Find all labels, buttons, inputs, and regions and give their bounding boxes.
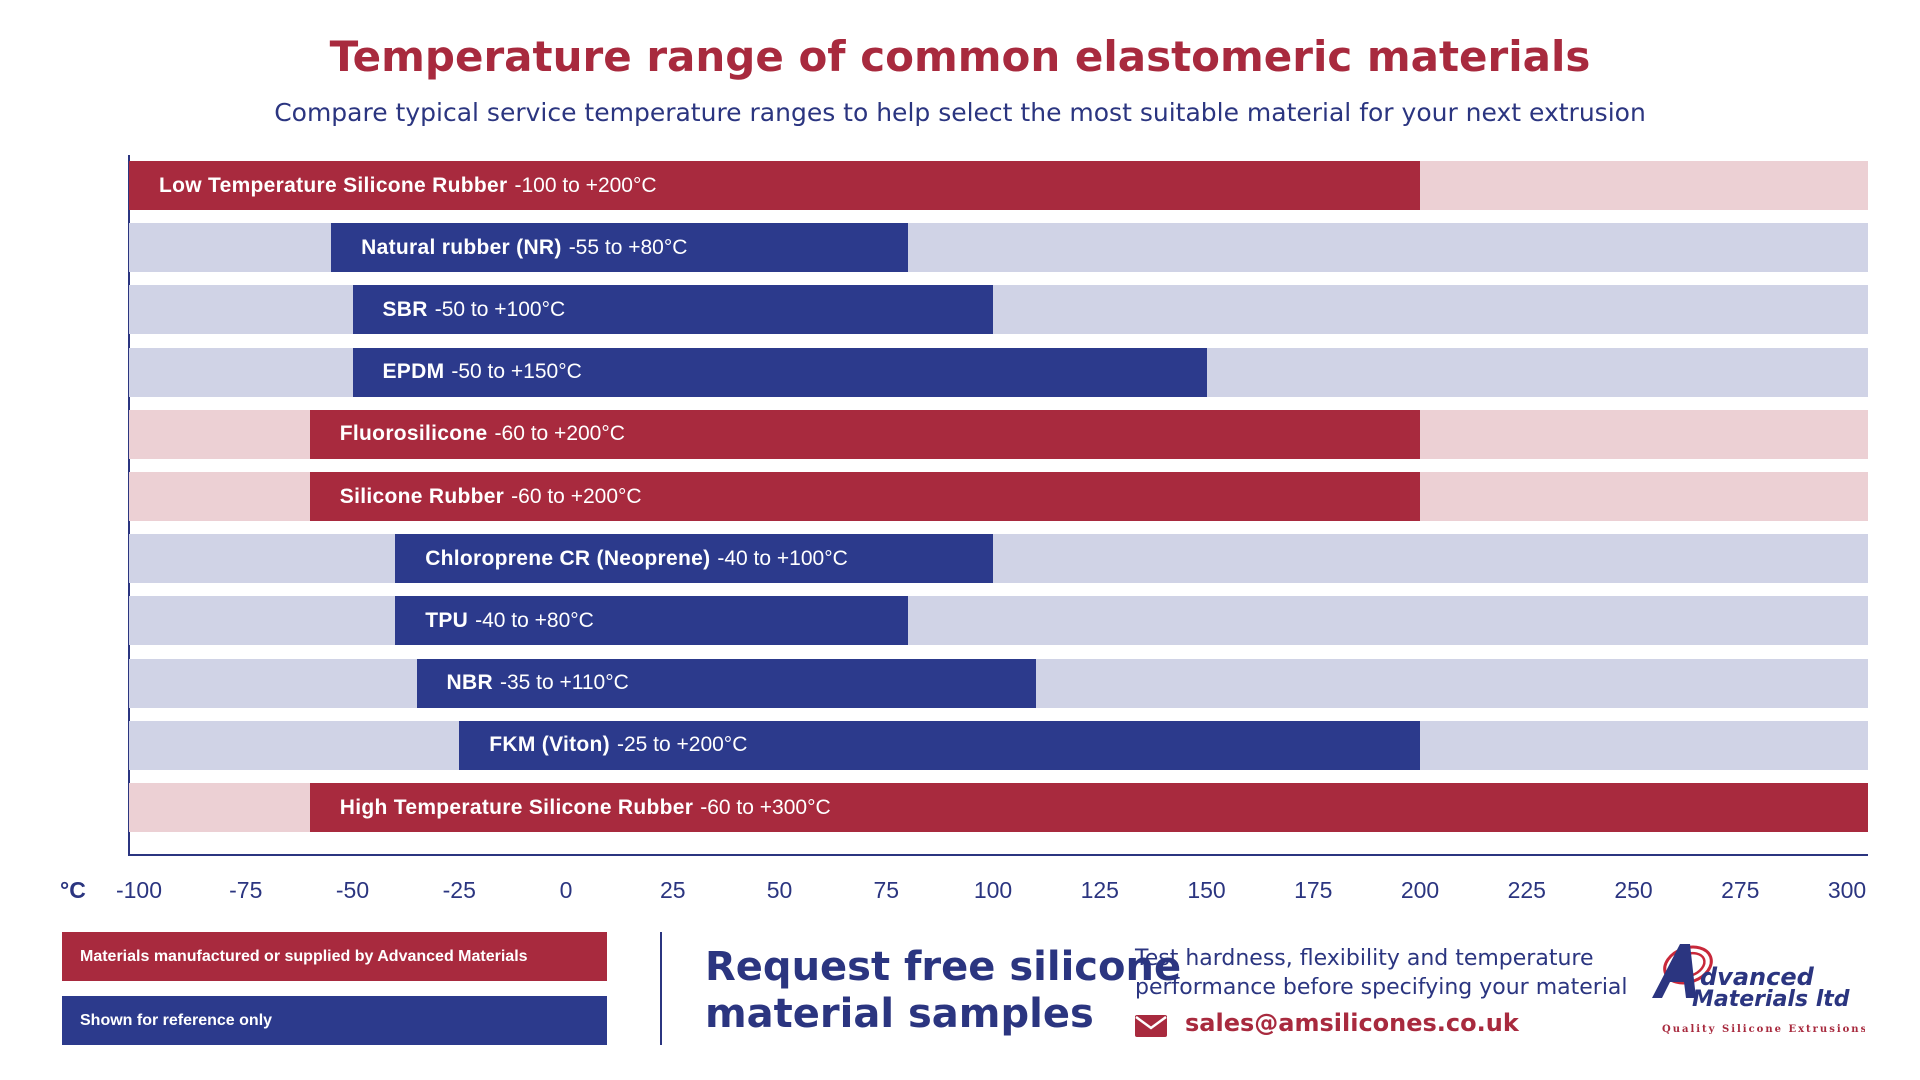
range-bar: FKM (Viton) -25 to +200°C [459,720,1420,770]
x-tick-label: 0 [559,877,573,903]
footer-divider [660,932,662,1045]
range-bar: Natural rubber (NR) -55 to +80°C [331,223,908,273]
x-tick-label: 100 [973,877,1013,903]
range-bar: EPDM -50 to +150°C [352,347,1207,397]
bar-label-range: -25 to +200°C [616,733,748,757]
bar-label-name: EPDM [382,360,445,384]
bar-label-name: Low Temperature Silicone Rubber [159,173,508,197]
x-tick-label: 200 [1400,877,1440,903]
x-tick-label: 300 [1827,877,1867,903]
x-axis-unit: °C [60,877,86,903]
x-tick-label: 50 [766,877,793,903]
svg-text:Quality Silicone Extrusions: Quality Silicone Extrusions [1662,1024,1865,1035]
x-tick-label: -75 [229,877,263,903]
bar-label-name: High Temperature Silicone Rubber [339,795,694,819]
x-tick-label: 275 [1721,877,1760,903]
range-chart: °C Low Temperature Silicone Rubber -100 t… [60,155,1868,903]
x-tick-label: 250 [1614,877,1653,903]
x-tick-label: 75 [873,877,900,903]
svg-text:dvanced: dvanced [1700,963,1815,991]
chart-subtitle: Compare typical service temperature rang… [274,98,1646,127]
company-logo: dvanced Materials ltd Quality Silicone E… [1652,944,1865,1035]
bar-label-range: -60 to +200°C [494,422,625,446]
chart-title: Temperature range of common elastomeric … [329,32,1591,81]
bar-track [129,534,1868,584]
bar-label-name: Silicone Rubber [339,484,505,508]
range-bar: TPU -40 to +80°C [395,596,908,646]
bar-label-range: -50 to +100°C [434,297,566,321]
bar-label-range: -60 to +200°C [511,484,642,508]
legend-manufactured: Materials manufactured or supplied by Ad… [62,932,607,981]
range-bar: SBR -50 to +100°C [352,285,993,335]
bar-label-name: Natural rubber (NR) [361,235,562,259]
bar-label-range: -100 to +200°C [514,173,657,197]
bar-label-name: TPU [425,608,469,632]
x-tick-label: 25 [659,877,686,903]
bar-label-name: Fluorosilicone [339,422,488,446]
samples-cta: Request free silicone material samples [705,944,1181,1038]
envelope-icon [1135,1015,1167,1037]
bar-label-name: NBR [446,671,493,695]
bar-label-name: SBR [382,297,428,321]
bar-label-name: Chloroprene CR (Neoprene) [425,546,711,570]
range-bar: High Temperature Silicone Rubber -60 to +… [309,783,1868,832]
x-tick-label: -25 [442,877,476,903]
bar-track [129,596,1868,646]
x-tick-label: -100 [115,877,163,903]
bar-label-range: -60 to +300°C [700,795,831,819]
x-tick-label: 125 [1080,877,1119,903]
x-tick-label: 150 [1187,877,1226,903]
bar-label-range: -50 to +150°C [451,360,582,384]
cta-info: Test hardness, flexibility and temperatu… [1135,944,1655,1002]
bar-label-range: -35 to +110°C [499,671,629,695]
range-bar: Chloroprene CR (Neoprene) -40 to +100°C [395,534,993,584]
x-tick-label: 225 [1507,877,1546,903]
bar-label-name: FKM (Viton) [489,733,610,757]
x-axis-line [128,854,1868,856]
info-line-2: performance before specifying your mater… [1135,975,1628,1000]
bar-label-range: -40 to +100°C [717,546,848,570]
bar-label-range: -55 to +80°C [568,235,688,259]
range-bar: NBR -35 to +110°C [416,658,1036,708]
svg-text:Materials ltd: Materials ltd [1692,987,1850,1012]
range-bar: Silicone Rubber -60 to +200°C [309,472,1420,521]
email-link[interactable]: sales@amsilicones.co.uk [1185,1009,1519,1037]
cta-line-2: material samples [705,991,1094,1037]
x-tick-label: 175 [1294,877,1333,903]
range-bar: Fluorosilicone -60 to +200°C [309,409,1420,459]
x-tick-label: -50 [335,877,370,903]
range-bar: Low Temperature Silicone Rubber -100 to +… [129,161,1420,210]
cta-line-1: Request free silicone [705,944,1182,990]
bar-label-range: -40 to +80°C [475,608,594,632]
legend-reference: Shown for reference only [62,996,607,1045]
info-line-1: Test hardness, flexibility and temperatu… [1135,946,1594,971]
